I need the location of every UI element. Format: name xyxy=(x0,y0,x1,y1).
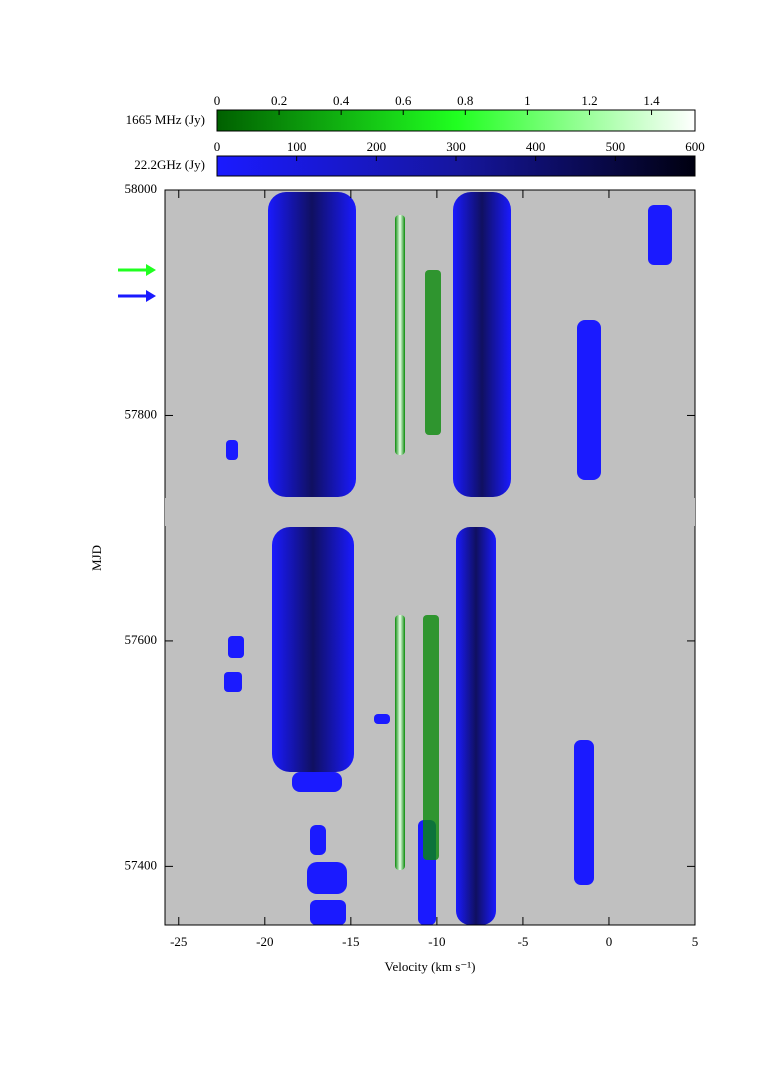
y-tick-label: 57400 xyxy=(125,857,158,872)
colorbar-tick-label: 200 xyxy=(367,139,387,154)
x-tick-label: -10 xyxy=(428,934,445,949)
colorbar-tick-label: 1 xyxy=(524,93,531,108)
colorbar-tick-label: 100 xyxy=(287,139,307,154)
colorbar-tick-label: 300 xyxy=(446,139,466,154)
colorbar-label: 22.2GHz (Jy) xyxy=(134,157,205,172)
arrow-green xyxy=(118,264,156,276)
colorbar-tick-label: 0.6 xyxy=(395,93,412,108)
x-axis-label: Velocity (km s⁻¹) xyxy=(385,959,476,974)
colorbar-tick-label: 0.2 xyxy=(271,93,287,108)
colorbar-tick-label: 1.4 xyxy=(643,93,660,108)
colorbar-tick-label: 400 xyxy=(526,139,546,154)
y-axis-label: MJD xyxy=(89,545,104,571)
colorbar-tick-label: 1.2 xyxy=(581,93,597,108)
x-tick-label: 0 xyxy=(606,934,613,949)
x-tick-label: -25 xyxy=(170,934,187,949)
plot-frame xyxy=(164,189,696,926)
colorbar-label: 1665 MHz (Jy) xyxy=(126,112,205,127)
colorbar-tick-label: 0 xyxy=(214,93,221,108)
arrow-blue xyxy=(118,290,156,302)
y-tick-label: 58000 xyxy=(125,181,158,196)
colorbar-tick-label: 0.8 xyxy=(457,93,473,108)
y-tick-label: 57600 xyxy=(125,632,158,647)
x-tick-label: -20 xyxy=(256,934,273,949)
colorbar-tick-label: 500 xyxy=(606,139,626,154)
x-tick-label: -5 xyxy=(518,934,529,949)
emission xyxy=(224,192,672,925)
x-tick-label: 5 xyxy=(692,934,699,949)
colorbar-tick-label: 0 xyxy=(214,139,221,154)
colorbar-tick-label: 0.4 xyxy=(333,93,350,108)
colorbar-green xyxy=(216,109,696,132)
colorbar-tick-label: 600 xyxy=(685,139,705,154)
x-tick-label: -15 xyxy=(342,934,359,949)
y-tick-label: 57800 xyxy=(125,406,158,421)
